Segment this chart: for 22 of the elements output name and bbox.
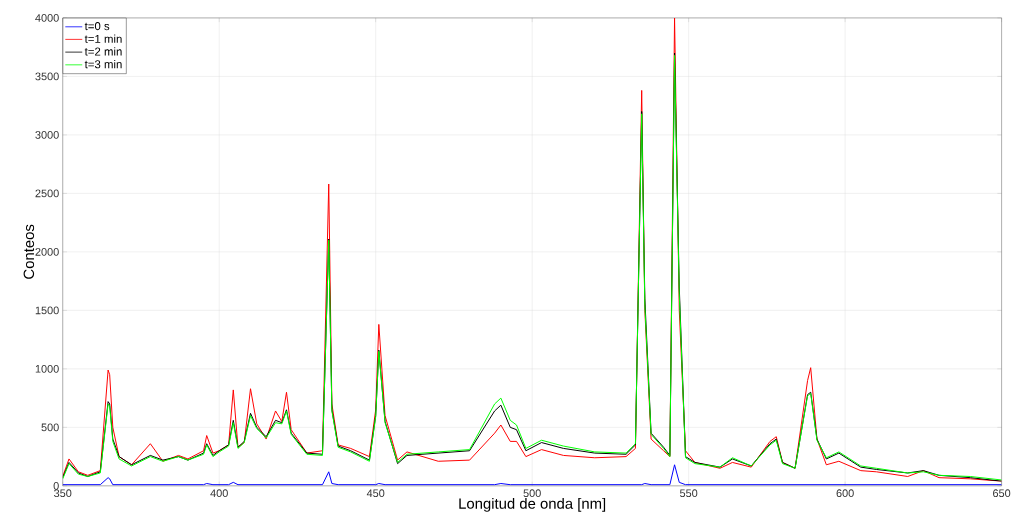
y-tick-label: 4000 <box>35 14 59 22</box>
x-tick-label: 550 <box>679 489 698 498</box>
y-tick-label: 2500 <box>35 189 59 198</box>
y-tick-label: 1000 <box>35 365 59 373</box>
legend-label: t=0 s <box>84 22 110 31</box>
y-tick-label: 3500 <box>35 72 59 81</box>
y-tick-label: 1500 <box>35 306 59 315</box>
x-tick-label: 500 <box>523 489 541 498</box>
legend-label: t=3 min <box>84 60 122 69</box>
legend-label: t=2 min <box>84 47 122 56</box>
x-axis-title: Longitud de onda [nm] <box>459 498 606 512</box>
x-tick-label: 400 <box>210 489 228 498</box>
y-axis-title: Conteos <box>23 224 35 279</box>
x-tick-label: 350 <box>54 489 72 498</box>
y-tick-label: 3000 <box>35 131 59 139</box>
x-tick-label: 650 <box>993 489 1011 498</box>
y-tick-label: 0 <box>53 482 59 490</box>
y-tick-label: 2000 <box>35 248 59 256</box>
y-tick-label: 500 <box>41 423 59 432</box>
x-tick-label: 600 <box>836 489 854 498</box>
legend-label: t=1 min <box>84 34 122 44</box>
x-tick-label: 450 <box>366 489 385 498</box>
